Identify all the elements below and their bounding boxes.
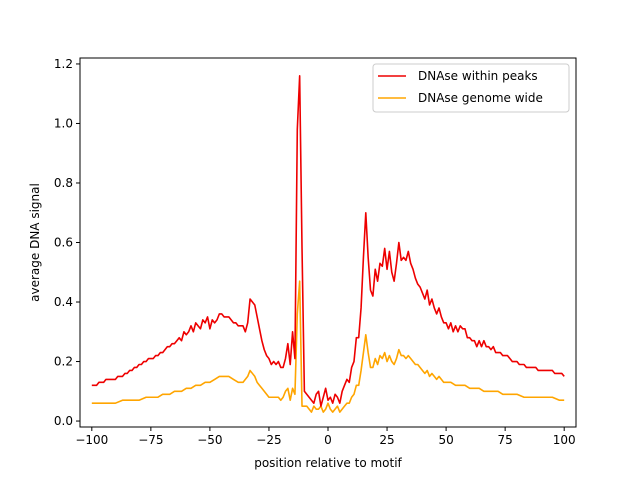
plot-series-layer xyxy=(91,75,565,413)
x-tick-label: 50 xyxy=(438,433,453,447)
x-tick-label: 75 xyxy=(498,433,513,447)
x-tick-label: −100 xyxy=(75,433,108,447)
series-line-1 xyxy=(91,280,565,413)
x-tick-label: 0 xyxy=(324,433,332,447)
x-tick-label: −25 xyxy=(256,433,281,447)
legend-label-0: DNAse within peaks xyxy=(418,69,538,83)
y-tick-label: 0.0 xyxy=(54,414,73,428)
y-tick-label: 0.2 xyxy=(54,355,73,369)
x-tick-label: 25 xyxy=(379,433,394,447)
plot-frame xyxy=(79,57,577,428)
y-tick-label: 0.6 xyxy=(54,236,73,250)
x-tick-label: −50 xyxy=(197,433,222,447)
x-axis-label: position relative to motif xyxy=(254,456,402,470)
y-axis: 0.0 0.2 0.4 0.6 0.8 1.0 1.2 xyxy=(54,57,80,428)
legend: DNAse within peaks DNAse genome wide xyxy=(372,63,570,113)
series-line-0 xyxy=(91,75,565,407)
y-tick-label: 1.0 xyxy=(54,116,73,130)
x-tick-label: 100 xyxy=(553,433,576,447)
y-tick-label: 0.4 xyxy=(54,295,73,309)
legend-label-1: DNAse genome wide xyxy=(418,91,543,105)
x-tick-label: −75 xyxy=(138,433,163,447)
legend-box xyxy=(372,63,570,113)
y-tick-label: 0.8 xyxy=(54,176,73,190)
y-tick-label: 1.2 xyxy=(54,57,73,71)
y-axis-label: average DNA signal xyxy=(28,183,42,302)
x-axis: −100 −75 −50 −25 0 25 50 75 100 xyxy=(75,427,576,447)
